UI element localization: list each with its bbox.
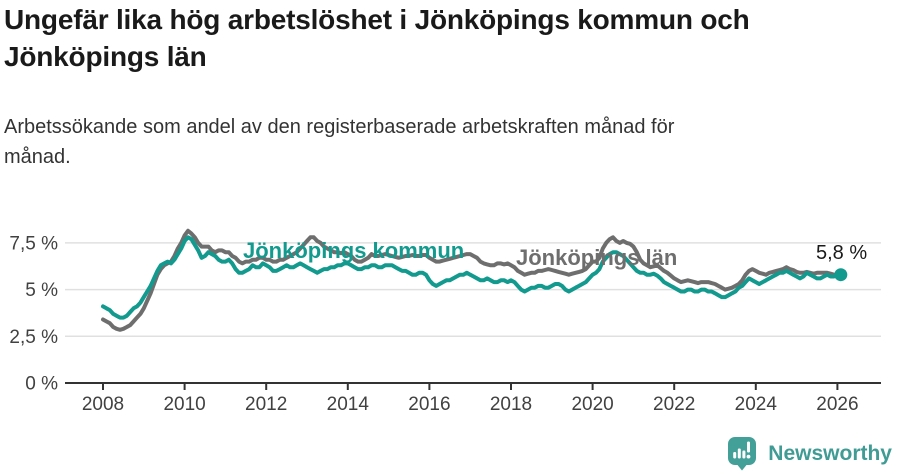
series-label-lan: Jönköpings län <box>516 245 677 270</box>
y-tick-label: 5 % <box>25 280 58 301</box>
y-tick-label: 0 % <box>25 374 58 395</box>
x-tick-label: 2024 <box>735 394 778 415</box>
series-label-kommun: Jönköpings kommun <box>243 238 464 263</box>
y-tick-label: 7,5 % <box>9 233 58 254</box>
chart-title: Ungefär lika hög arbetslöshet i Jönköpin… <box>4 4 750 72</box>
x-tick-label: 2018 <box>490 394 532 415</box>
latest-value-dot <box>834 268 848 282</box>
chart-subtitle: Arbetssökande som andel av den registerb… <box>4 116 675 168</box>
line-chart: 7,5 % 5 % 2,5 % 0 % 2008 2010 2012 2014 2016 2018… <box>9 228 881 415</box>
x-tick-label: 2010 <box>163 394 205 415</box>
axes: 7,5 % 5 % 2,5 % 0 % 2008 2010 2012 2014 2016 2018… <box>9 233 881 415</box>
x-tick-label: 2026 <box>816 394 858 415</box>
logo-barchart-glyph <box>733 441 751 459</box>
y-tick-label: 2,5 % <box>9 327 58 348</box>
brand-footer: Newsworthy <box>726 436 892 472</box>
x-tick-label: 2020 <box>571 394 613 415</box>
series-lines <box>101 228 843 332</box>
latest-value-label: 5,8 % <box>816 242 867 264</box>
x-tick-label: 2014 <box>327 394 370 415</box>
x-tick-label: 2012 <box>245 394 287 415</box>
x-tick-label: 2016 <box>408 394 450 415</box>
series-line-lan <box>101 228 843 332</box>
x-tick-label: 2008 <box>82 394 124 415</box>
gridlines <box>65 242 881 338</box>
newsworthy-logo-icon <box>728 437 757 471</box>
brand-name: Newsworthy <box>768 442 892 465</box>
series-line-kommun <box>101 235 843 320</box>
logo-pin-shape <box>728 437 757 471</box>
x-tick-label: 2022 <box>653 394 695 415</box>
